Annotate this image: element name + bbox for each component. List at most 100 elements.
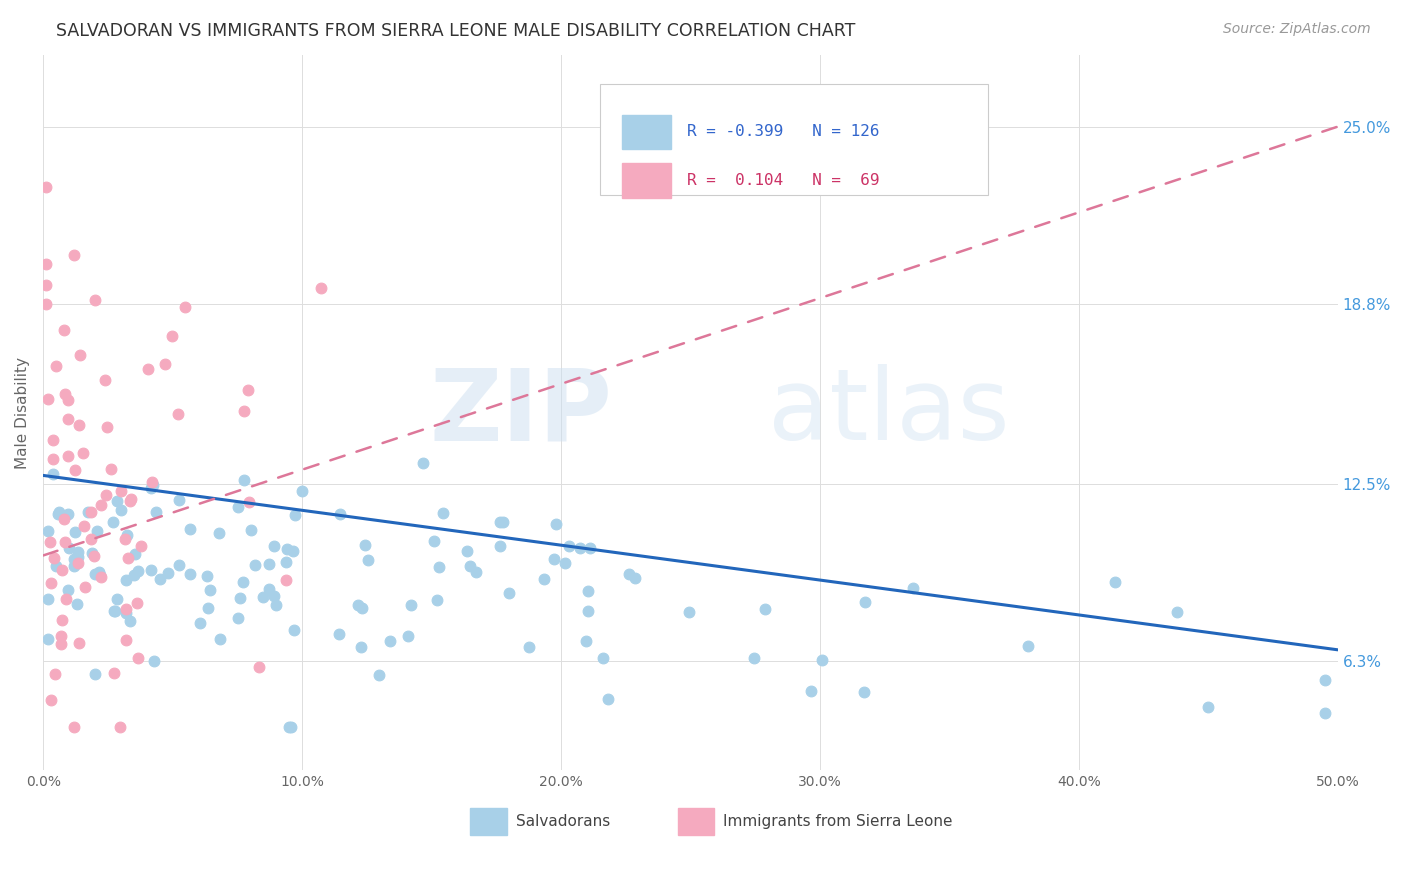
Point <box>110 720 132 734</box>
Point <box>229 591 252 605</box>
Point <box>226 500 249 514</box>
Point <box>53 512 76 526</box>
Point <box>35 257 58 271</box>
Point <box>624 571 647 585</box>
Point <box>198 582 221 597</box>
Point <box>617 567 640 582</box>
Point <box>350 640 373 655</box>
Point <box>94 488 117 502</box>
Point <box>179 567 201 582</box>
Point <box>1313 673 1336 688</box>
Point <box>396 629 419 643</box>
Point <box>69 348 91 362</box>
Point <box>169 492 191 507</box>
Point <box>169 558 191 573</box>
Point <box>66 597 89 611</box>
Point <box>1197 699 1219 714</box>
Point <box>110 503 132 517</box>
Point <box>114 532 136 546</box>
Point <box>1017 639 1039 653</box>
Point <box>346 598 368 612</box>
Point <box>489 515 512 529</box>
Point <box>101 515 124 529</box>
Point <box>576 604 599 618</box>
Point <box>80 546 103 560</box>
Point <box>853 684 876 698</box>
Point <box>35 278 58 293</box>
Point <box>197 601 219 615</box>
Text: R =  0.104   N =  69: R = 0.104 N = 69 <box>686 173 879 188</box>
Point <box>167 407 190 421</box>
Point <box>51 614 73 628</box>
Point <box>309 281 332 295</box>
Point <box>86 524 108 538</box>
Point <box>427 559 450 574</box>
Point <box>263 539 285 553</box>
Point <box>63 248 86 262</box>
Point <box>145 505 167 519</box>
Point <box>492 515 515 529</box>
Point <box>63 525 86 540</box>
Point <box>174 300 197 314</box>
Point <box>136 362 159 376</box>
Point <box>39 576 62 591</box>
Bar <box>471 808 506 835</box>
Point <box>117 551 139 566</box>
Point <box>105 494 128 508</box>
Point <box>39 692 62 706</box>
Point <box>42 550 65 565</box>
Point <box>67 417 90 432</box>
Bar <box>621 163 671 198</box>
Y-axis label: Male Disability: Male Disability <box>15 357 30 468</box>
Point <box>357 552 380 566</box>
Point <box>238 495 260 509</box>
Point <box>103 666 125 681</box>
Point <box>66 556 89 570</box>
Point <box>63 552 86 566</box>
Text: SALVADORAN VS IMMIGRANTS FROM SIERRA LEONE MALE DISABILITY CORRELATION CHART: SALVADORAN VS IMMIGRANTS FROM SIERRA LEO… <box>56 22 856 40</box>
Point <box>243 558 266 573</box>
Point <box>129 540 152 554</box>
Point <box>45 558 67 573</box>
Point <box>277 720 299 734</box>
Point <box>105 591 128 606</box>
Point <box>89 567 111 582</box>
Point <box>281 544 304 558</box>
Point <box>100 462 122 476</box>
Point <box>226 610 249 624</box>
Point <box>72 446 94 460</box>
Point <box>596 691 619 706</box>
Point <box>853 595 876 609</box>
Point <box>72 519 94 533</box>
Point <box>423 533 446 548</box>
Point <box>114 606 136 620</box>
Point <box>48 505 70 519</box>
Point <box>127 564 149 578</box>
Point <box>247 660 270 674</box>
Point <box>58 541 80 555</box>
Point <box>104 604 127 618</box>
Point <box>51 563 73 577</box>
Point <box>1313 706 1336 720</box>
Point <box>45 359 67 373</box>
Point <box>498 586 520 600</box>
Point <box>276 541 298 556</box>
Point <box>579 541 602 555</box>
Point <box>291 484 314 499</box>
Point <box>103 604 125 618</box>
Point <box>58 412 80 426</box>
Point <box>810 653 832 667</box>
Point <box>41 433 63 447</box>
Point <box>53 535 76 549</box>
Point <box>575 634 598 648</box>
Point <box>233 474 256 488</box>
Text: ZIP: ZIP <box>430 364 613 461</box>
Point <box>58 392 80 407</box>
Point <box>55 592 77 607</box>
Point <box>142 477 165 491</box>
Point <box>42 467 65 481</box>
Point <box>544 516 567 531</box>
Point <box>592 650 614 665</box>
Point <box>283 623 305 637</box>
Point <box>543 551 565 566</box>
